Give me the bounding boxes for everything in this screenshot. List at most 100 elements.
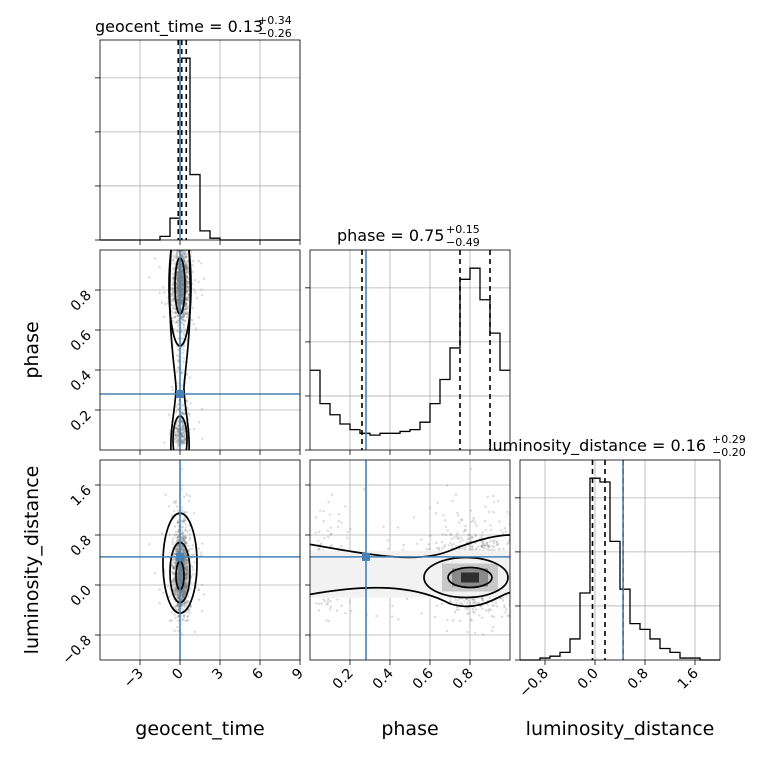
sample-point [174, 616, 177, 619]
sample-point [441, 547, 444, 550]
sample-point [180, 287, 184, 290]
sample-point [182, 349, 185, 352]
sample-point [180, 271, 184, 275]
sample-point [182, 257, 186, 260]
sample-point [180, 550, 183, 554]
sample-point [182, 256, 185, 259]
sample-point [176, 289, 179, 292]
sample-point [200, 288, 203, 291]
sample-point [186, 530, 189, 534]
sample-point [182, 424, 186, 428]
sample-point [453, 611, 457, 614]
sample-point [185, 559, 189, 562]
sample-point [158, 588, 161, 591]
sample-point [172, 327, 176, 331]
sample-point [180, 412, 183, 415]
sample-point [180, 579, 183, 583]
sample-point [184, 573, 188, 577]
sample-point [175, 273, 179, 277]
sample-point [171, 292, 174, 296]
sample-point [173, 431, 177, 435]
sample-point [181, 592, 185, 596]
sample-point [466, 538, 470, 541]
sample-point [185, 263, 189, 267]
sample-point [172, 577, 175, 580]
sample-point [184, 577, 188, 581]
sample-point [180, 254, 183, 257]
sample-point [184, 601, 187, 604]
sample-point [491, 604, 494, 607]
sample-point [176, 300, 179, 303]
sample-point [177, 519, 180, 523]
sample-point [181, 288, 184, 291]
sample-point [186, 289, 190, 292]
sample-point [181, 440, 184, 443]
sample-point [183, 592, 186, 596]
sample-point [181, 280, 184, 284]
sample-point [184, 551, 187, 554]
truth-marker [176, 552, 184, 561]
sample-point [180, 277, 184, 281]
sample-point [443, 519, 447, 522]
sample-point [455, 606, 459, 609]
sample-point [176, 281, 179, 284]
sample-point [189, 402, 192, 405]
sample-point [180, 427, 183, 430]
sample-point [492, 510, 495, 514]
sample-point [187, 608, 190, 611]
sample-point [184, 319, 188, 322]
sample-point [187, 299, 190, 302]
sample-point [495, 605, 499, 608]
sample-point [183, 259, 186, 262]
sample-point [181, 290, 184, 294]
sample-point [180, 579, 183, 582]
sample-point [181, 284, 184, 287]
sample-point [191, 565, 194, 569]
sample-point [472, 519, 475, 522]
sample-point [184, 558, 187, 561]
sample-point [449, 541, 452, 545]
sample-point [349, 609, 353, 613]
sample-point [186, 570, 190, 573]
sample-point [175, 587, 178, 591]
sample-point [188, 538, 192, 541]
sample-point [186, 275, 189, 278]
density-contour [447, 566, 493, 589]
sample-point [176, 286, 180, 289]
sample-point [186, 565, 190, 568]
sample-point [186, 270, 189, 274]
sample-point [173, 300, 176, 303]
sample-point [181, 282, 184, 286]
sample-point [190, 547, 194, 551]
sample-point [180, 274, 183, 277]
sample-point [463, 599, 466, 603]
sample-point [175, 254, 178, 257]
sample-point [182, 283, 185, 286]
sample-point [181, 420, 185, 424]
sample-point [180, 570, 184, 573]
sample-point [176, 279, 179, 282]
sample-point [175, 409, 179, 412]
sample-point [182, 440, 185, 443]
sample-point [181, 529, 184, 532]
sample-point [180, 506, 184, 509]
sample-point [468, 601, 472, 605]
sample-point [170, 300, 174, 303]
sample-point [186, 253, 189, 256]
sample-point [329, 544, 332, 548]
sample-point [481, 531, 484, 534]
sample-point [181, 269, 184, 272]
title-luminosity-distance-minus: −0.20 [712, 446, 746, 459]
sample-point [180, 597, 183, 601]
sample-point [182, 287, 185, 291]
sample-point [186, 271, 189, 274]
sample-point [314, 516, 318, 519]
sample-point [187, 573, 190, 576]
sample-point [176, 576, 180, 580]
sample-point [185, 619, 189, 622]
sample-point [181, 281, 184, 284]
sample-point [181, 520, 184, 523]
sample-point [177, 575, 180, 578]
sample-point [193, 291, 197, 294]
sample-point [453, 536, 456, 539]
